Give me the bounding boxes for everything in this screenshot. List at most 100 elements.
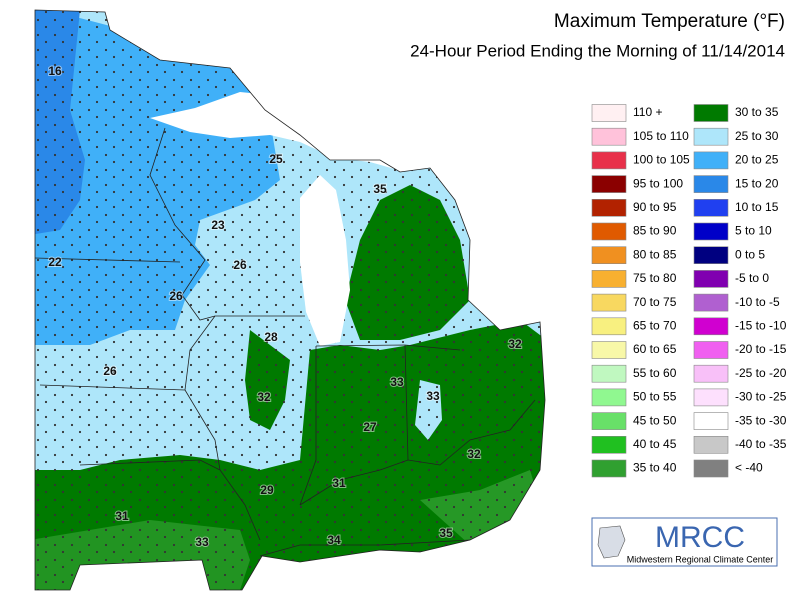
logo: MRCC Midwestern Regional Climate Center bbox=[591, 517, 778, 567]
border bbox=[39, 384, 186, 391]
legend-swatch bbox=[591, 459, 627, 478]
legend-label: -25 to -20 bbox=[735, 366, 787, 380]
legend-label: 110 + bbox=[633, 105, 662, 119]
border bbox=[404, 344, 409, 461]
legend-swatch bbox=[693, 435, 729, 454]
legend-label: 15 to 20 bbox=[735, 176, 779, 190]
legend-swatch bbox=[693, 341, 729, 359]
station-label: 29 bbox=[260, 483, 274, 497]
legend-swatch bbox=[693, 246, 729, 264]
legend-label: 20 to 25 bbox=[735, 153, 779, 167]
legend-label: 65 to 70 bbox=[633, 318, 677, 332]
legend-swatch bbox=[591, 222, 627, 241]
legend-label: 70 to 75 bbox=[633, 295, 677, 309]
station-label: 32 bbox=[467, 447, 481, 461]
legend-swatch bbox=[591, 364, 627, 383]
legend-swatch bbox=[693, 127, 729, 146]
legend-swatch bbox=[693, 222, 729, 241]
station-label: 33 bbox=[390, 375, 404, 389]
legend-label: 40 to 45 bbox=[633, 437, 677, 451]
border bbox=[299, 399, 536, 506]
legend-label: -40 to -35 bbox=[735, 437, 787, 451]
station-label: 26 bbox=[103, 364, 117, 378]
legend-swatch bbox=[591, 341, 627, 359]
legend-swatch bbox=[693, 388, 729, 407]
legend-swatch bbox=[693, 175, 729, 193]
station-label: 33 bbox=[195, 535, 209, 549]
legend-swatch bbox=[591, 435, 627, 454]
legend-label: 55 to 60 bbox=[633, 366, 677, 380]
station-label: 25 bbox=[269, 152, 283, 166]
legend-swatch bbox=[591, 199, 627, 217]
legend-label: 75 to 80 bbox=[633, 271, 677, 285]
station-label: 33 bbox=[426, 389, 440, 403]
border bbox=[184, 315, 261, 541]
lake-michigan bbox=[300, 175, 350, 346]
station-label: 26 bbox=[233, 258, 247, 272]
legend-label: 0 to 5 bbox=[735, 247, 765, 261]
station-label: 35 bbox=[439, 526, 453, 540]
legend-label: 95 to 100 bbox=[633, 176, 683, 190]
legend-swatch bbox=[591, 104, 627, 122]
legend-swatch bbox=[693, 199, 729, 217]
legend-swatch bbox=[591, 151, 627, 170]
legend-swatch bbox=[591, 175, 627, 193]
legend-label: 80 to 85 bbox=[633, 247, 677, 261]
legend-swatch bbox=[693, 270, 729, 288]
legend-label: 5 to 10 bbox=[735, 224, 772, 238]
legend-label: -5 to 0 bbox=[735, 271, 769, 285]
station-label: 28 bbox=[264, 330, 278, 344]
legend-swatch bbox=[591, 412, 627, 430]
legend-label: -35 to -30 bbox=[735, 413, 787, 427]
lake-huron bbox=[470, 170, 540, 330]
station-label: 23 bbox=[211, 218, 225, 232]
legend-swatch bbox=[693, 364, 729, 383]
legend-label: 30 to 35 bbox=[735, 105, 779, 119]
legend-swatch bbox=[591, 246, 627, 264]
station-label: 31 bbox=[332, 476, 346, 490]
legend-label: -10 to -5 bbox=[735, 295, 780, 309]
legend-swatch bbox=[693, 151, 729, 170]
subtitle: 24-Hour Period Ending the Morning of 11/… bbox=[410, 41, 785, 60]
station-label: 34 bbox=[327, 533, 341, 547]
border bbox=[149, 127, 305, 321]
legend: 110 + 105 to 110 100 to 105 95 to 100 90 to … bbox=[591, 104, 787, 478]
legend-swatch bbox=[591, 127, 627, 146]
legend-label: < -40 bbox=[735, 461, 763, 475]
legend-label: 10 to 15 bbox=[735, 200, 779, 214]
station-label: 26 bbox=[169, 289, 183, 303]
legend-label: 85 to 90 bbox=[633, 224, 677, 238]
legend-label: -20 to -15 bbox=[735, 342, 787, 356]
station-label: 31 bbox=[115, 509, 129, 523]
legend-label: 100 to 105 bbox=[633, 153, 690, 167]
legend-label: 105 to 110 bbox=[633, 129, 689, 143]
legend-swatch bbox=[693, 317, 729, 336]
legend-swatch bbox=[591, 293, 627, 312]
legend-label: -15 to -10 bbox=[735, 318, 787, 332]
lake-superior bbox=[150, 92, 398, 170]
logo-caption: Midwestern Regional Climate Center bbox=[627, 554, 774, 564]
legend-swatch bbox=[591, 270, 627, 288]
state-borders bbox=[34, 127, 536, 557]
legend-swatch bbox=[693, 412, 729, 430]
legend-label: 90 to 95 bbox=[633, 200, 677, 214]
legend-swatch bbox=[693, 459, 729, 478]
border bbox=[299, 346, 317, 506]
legend-swatch bbox=[693, 293, 729, 312]
station-label: 35 bbox=[373, 182, 387, 196]
border bbox=[79, 459, 221, 471]
legend-swatch bbox=[591, 317, 627, 336]
station-label: 32 bbox=[508, 337, 522, 351]
legend-swatch bbox=[693, 104, 729, 122]
border bbox=[259, 539, 471, 557]
border bbox=[34, 257, 181, 263]
legend-label: -30 to -25 bbox=[735, 390, 787, 404]
station-label: 27 bbox=[363, 420, 377, 434]
legend-swatch bbox=[591, 388, 627, 407]
station-label: 22 bbox=[48, 255, 62, 269]
legend-label: 45 to 50 bbox=[633, 413, 677, 427]
legend-label: 35 to 40 bbox=[633, 461, 677, 475]
logo-name: MRCC bbox=[655, 521, 745, 554]
legend-label: 50 to 55 bbox=[633, 390, 677, 404]
